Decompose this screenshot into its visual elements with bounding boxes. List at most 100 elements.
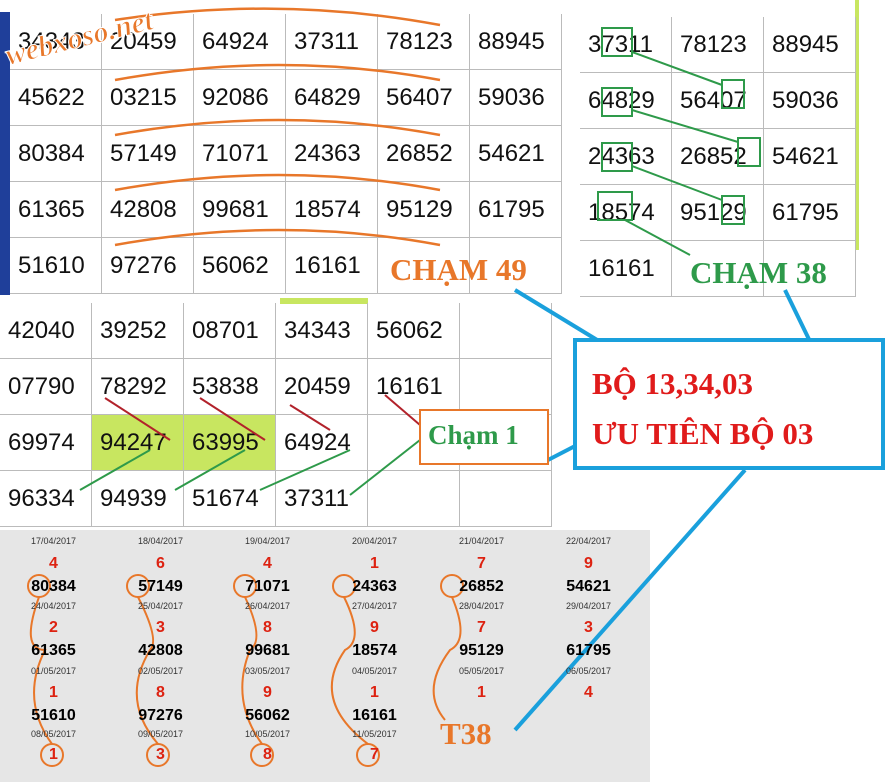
- table-cell: [764, 185, 856, 241]
- cell-number: 34343: [284, 317, 351, 344]
- table-cell: [580, 73, 672, 129]
- cell-number: 78123: [386, 28, 453, 55]
- digit: 9: [584, 555, 593, 572]
- cell-number: 24363: [588, 143, 655, 170]
- table-cell: [92, 471, 184, 527]
- cell-number: 07790: [8, 373, 75, 400]
- cell-number: 39252: [100, 317, 167, 344]
- table-cell: [184, 471, 276, 527]
- table-cell: [102, 238, 194, 294]
- date: 27/04/2017: [351, 601, 398, 611]
- date: 25/04/2017: [137, 601, 184, 611]
- cell-number: 16161: [376, 373, 443, 400]
- result-number: 42808: [138, 642, 183, 659]
- date: 04/05/2017: [351, 666, 398, 676]
- cell-number: 20459: [284, 373, 351, 400]
- table-cell: [764, 129, 856, 185]
- cell-number: 97276: [110, 252, 177, 279]
- table-cell: [764, 17, 856, 73]
- cell-number: 94939: [100, 485, 167, 512]
- digit: 1: [370, 555, 379, 572]
- digit: 4: [263, 555, 272, 572]
- cell-number: 54621: [478, 140, 545, 167]
- date: 08/05/2017: [30, 729, 77, 739]
- date: 05/05/2017: [458, 666, 505, 676]
- table-cell: [460, 415, 552, 471]
- digit: 3: [156, 746, 165, 763]
- digit: 6: [156, 555, 165, 572]
- label-cham-1: Chạm 1: [428, 420, 519, 450]
- digit: 1: [49, 746, 58, 763]
- cell-number: 56407: [386, 84, 453, 111]
- cell-number: 78292: [100, 373, 167, 400]
- digit: 1: [477, 684, 486, 701]
- table-cell: [184, 303, 276, 359]
- table-cell: [10, 238, 102, 294]
- digit: 8: [263, 619, 272, 636]
- digit: 4: [584, 684, 593, 701]
- digit: 1: [49, 684, 58, 701]
- cell-number: 71071: [202, 140, 269, 167]
- digit: 7: [477, 619, 486, 636]
- table-cell: [0, 415, 92, 471]
- digit: 8: [263, 746, 272, 763]
- cell-number: 53838: [192, 373, 259, 400]
- date: 20/04/2017: [351, 536, 398, 546]
- date: 09/05/2017: [137, 729, 184, 739]
- cell-number: 96334: [8, 485, 75, 512]
- cell-number: 08701: [192, 317, 259, 344]
- digit: 2: [49, 619, 58, 636]
- cell-number: 26852: [680, 143, 747, 170]
- date: 22/04/2017: [565, 536, 612, 546]
- cell-number: 95129: [386, 196, 453, 223]
- table-cell: [672, 185, 764, 241]
- table-cell: [0, 359, 92, 415]
- cell-number: 16161: [294, 252, 361, 279]
- date: 17/04/2017: [30, 536, 77, 546]
- cell-number: 18574: [294, 196, 361, 223]
- cell-number: 16161: [588, 255, 655, 282]
- table-cell: [92, 303, 184, 359]
- blue-bar: [0, 12, 10, 295]
- table-cell: [580, 17, 672, 73]
- date: 19/04/2017: [244, 536, 291, 546]
- cell-number: 64829: [588, 87, 655, 114]
- digit: 9: [370, 619, 379, 636]
- cell-number: 54621: [772, 143, 839, 170]
- cell-number: 88945: [478, 28, 545, 55]
- cell-number: 59036: [478, 84, 545, 111]
- digit: 9: [263, 684, 272, 701]
- date: 28/04/2017: [458, 601, 505, 611]
- cell-number: 56062: [376, 317, 443, 344]
- cell-number: 95129: [680, 199, 747, 226]
- cell-number: 37311: [284, 485, 349, 512]
- callout-line: BỘ 13,34,03: [592, 366, 754, 401]
- table-cell: [10, 126, 102, 182]
- cell-number: 99681: [202, 196, 269, 223]
- result-number: 95129: [459, 642, 504, 659]
- cell-number: 26852: [386, 140, 453, 167]
- cell-number: 80384: [18, 140, 85, 167]
- cell-number: 42040: [8, 317, 75, 344]
- cell-number: 24363: [294, 140, 361, 167]
- cell-number: 03215: [110, 84, 177, 111]
- date: 01/05/2017: [30, 666, 77, 676]
- cell-number: 18574: [588, 199, 655, 226]
- date: 18/04/2017: [137, 536, 184, 546]
- date: 10/05/2017: [244, 729, 291, 739]
- table-cell: [276, 471, 368, 527]
- date: 24/04/2017: [30, 601, 77, 611]
- table-cell: [580, 129, 672, 185]
- result-number: 57149: [138, 578, 183, 595]
- digit: 7: [370, 746, 379, 763]
- cell-number: 61365: [18, 196, 85, 223]
- table-cell: [460, 471, 552, 527]
- cell-number: 51674: [192, 485, 259, 512]
- date: 29/04/2017: [565, 601, 612, 611]
- table-cell: [10, 182, 102, 238]
- cell-number: 94247: [100, 429, 167, 456]
- date: 21/04/2017: [458, 536, 505, 546]
- table-cell: [286, 238, 378, 294]
- label-cham-49: CHẠM 49: [390, 252, 527, 287]
